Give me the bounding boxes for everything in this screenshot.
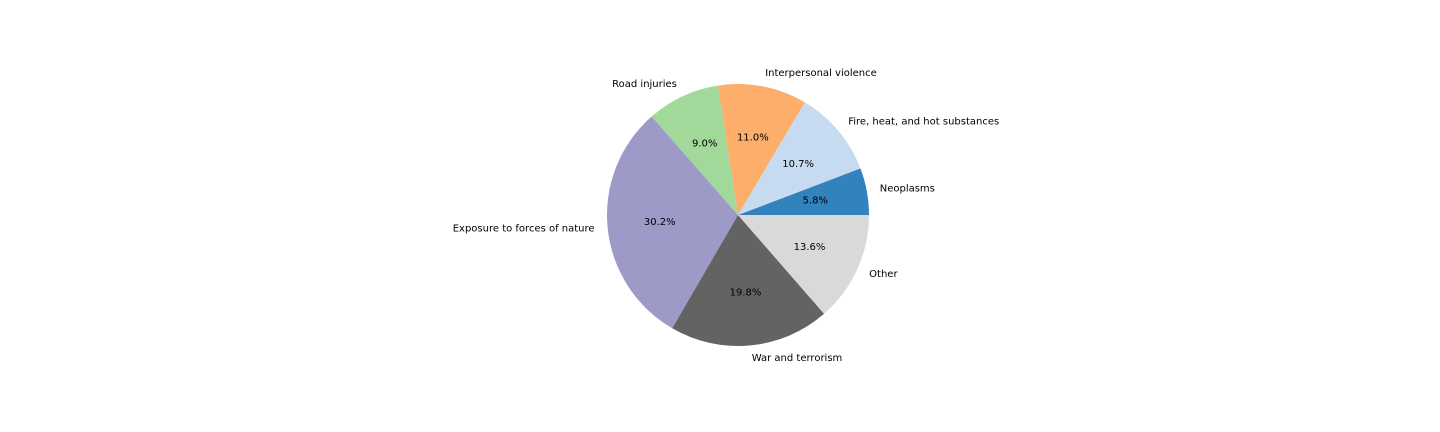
pie-slice-fire-heat-and-hot-substances — [738, 102, 861, 215]
pie-pct-label-war-and-terrorism: 19.8% — [730, 288, 762, 299]
pie-category-label-road-injuries: Road injuries — [612, 79, 677, 90]
pie-slice-neoplasms — [738, 168, 869, 215]
slices-layer — [606, 84, 869, 346]
pie-category-label-interpersonal-violence: Interpersonal violence — [765, 68, 877, 79]
pie-pct-label-road-injuries: 9.0% — [692, 138, 717, 149]
pie-slice-war-and-terrorism — [672, 215, 825, 346]
pie-slice-other — [738, 215, 869, 314]
pie-category-label-fire-heat-and-hot-substances: Fire, heat, and hot substances — [848, 117, 999, 128]
pie-pct-label-other: 13.6% — [794, 242, 826, 253]
pie-slice-interpersonal-violence — [717, 84, 805, 216]
pie-slice-exposure-to-forces-of-nature — [606, 116, 738, 329]
pie-pct-label-interpersonal-violence: 11.0% — [737, 132, 769, 143]
pie-category-label-war-and-terrorism: War and terrorism — [752, 353, 843, 364]
pie-category-label-exposure-to-forces-of-nature: Exposure to forces of nature — [453, 223, 595, 234]
pie-slice-road-injuries — [651, 85, 738, 216]
pie-category-label-neoplasms: Neoplasms — [880, 183, 935, 194]
pie-pct-label-exposure-to-forces-of-nature: 30.2% — [644, 217, 676, 228]
labels-layer: 5.8% Neoplasms 10.7% Fire, heat, and hot su… — [453, 68, 1000, 364]
pie-pct-label-fire-heat-and-hot-substances: 10.7% — [782, 159, 814, 170]
pie-category-label-other: Other — [869, 269, 898, 280]
pie-pct-label-neoplasms: 5.8% — [803, 195, 828, 206]
